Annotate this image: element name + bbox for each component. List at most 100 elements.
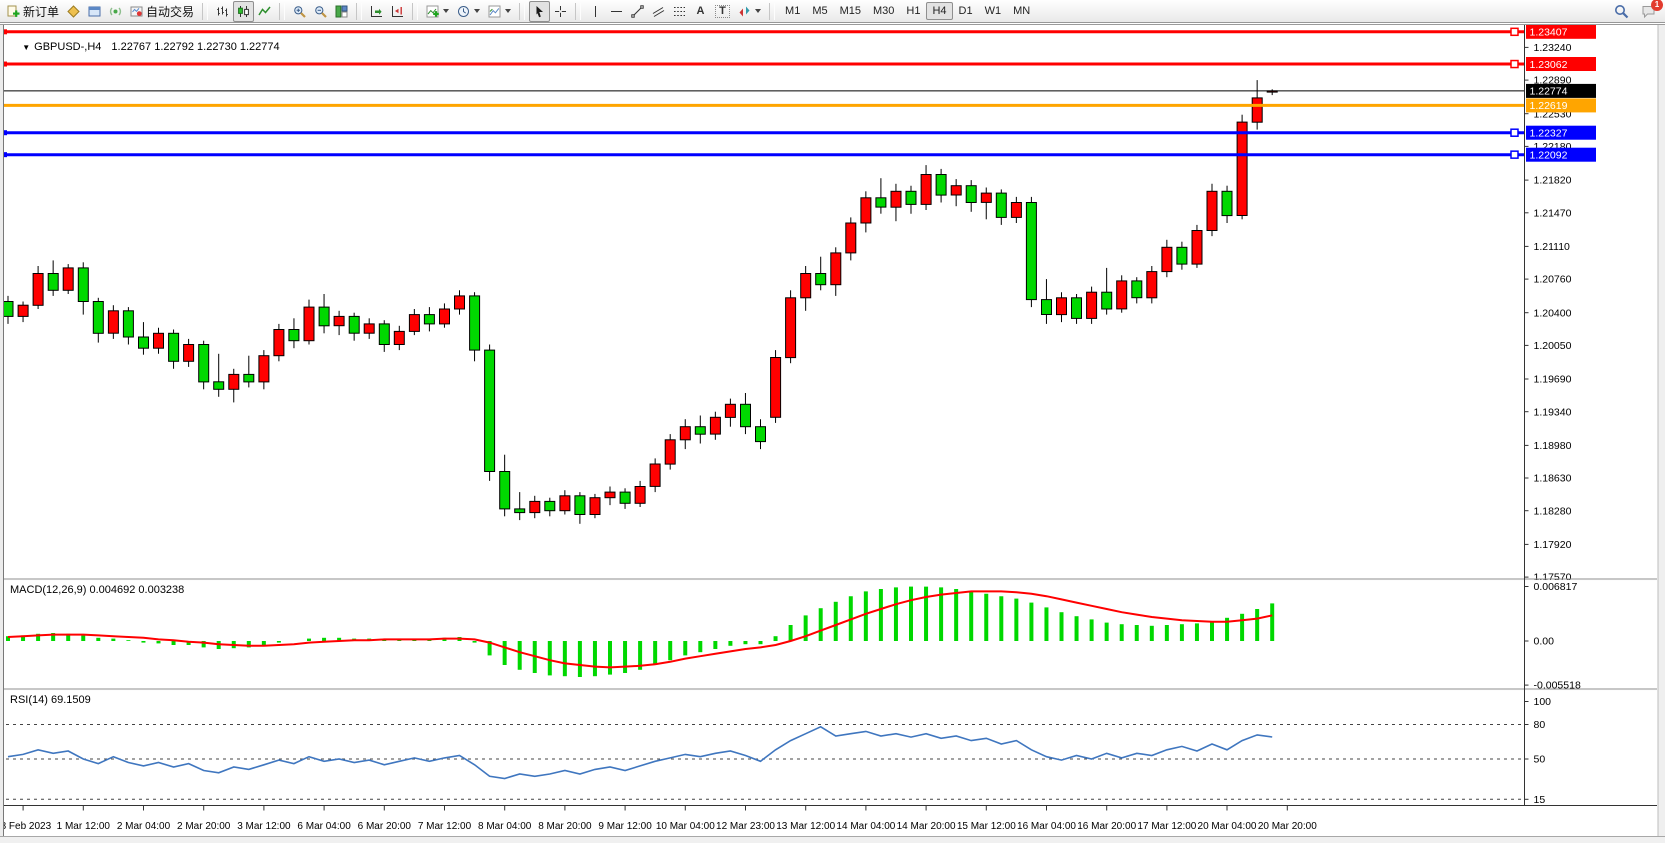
text-label-button[interactable]: T	[711, 1, 734, 22]
time-tick-label: 20 Mar 04:00	[1198, 821, 1257, 832]
candle-up	[980, 192, 992, 203]
candle-up	[800, 273, 812, 299]
candle-up	[107, 310, 119, 334]
zoom-out-button[interactable]	[310, 1, 331, 22]
templates-button[interactable]	[484, 1, 515, 22]
price-tick-label: 1.21820	[1534, 175, 1572, 187]
auto-trading-button[interactable]: 自动交易	[126, 1, 198, 22]
price-tick-label: 1.18280	[1534, 505, 1572, 517]
price-tick-label: 1.17920	[1534, 539, 1572, 551]
candle-up	[32, 273, 44, 306]
toolbar-separator	[519, 2, 526, 20]
chart-shift-button[interactable]	[387, 1, 408, 22]
text-button[interactable]: A	[690, 1, 711, 22]
zoom-in-button[interactable]	[289, 1, 310, 22]
search-button[interactable]	[1614, 4, 1629, 19]
price-tick-label: 1.18630	[1534, 473, 1572, 485]
chart-background[interactable]	[0, 24, 1665, 836]
candle-down	[965, 185, 977, 203]
crosshair-button[interactable]	[550, 1, 571, 22]
price-badge-label: 1.22327	[1530, 128, 1568, 140]
auto-scroll-icon	[370, 5, 383, 18]
candle-up	[845, 222, 857, 254]
line-chart-button[interactable]	[254, 1, 275, 22]
candle-down	[423, 314, 435, 325]
horizontal-levels	[0, 27, 1525, 159]
periods-button[interactable]	[453, 1, 484, 22]
trendline-button[interactable]	[627, 1, 648, 22]
timeframe-m15-button[interactable]: M15	[839, 5, 861, 17]
candle-down	[514, 508, 526, 514]
candle-down	[288, 329, 300, 342]
templates-icon	[488, 5, 501, 18]
symbol-dropdown-icon[interactable]: ▼	[22, 43, 31, 52]
candle-up	[920, 174, 932, 205]
candle-down	[469, 295, 481, 351]
time-tick-label: 2 Mar 04:00	[117, 821, 171, 832]
candle-down	[318, 306, 330, 327]
price-tick-label: 1.21470	[1534, 207, 1572, 219]
zoom-in-icon	[293, 5, 306, 18]
timeframe-w1-button[interactable]: W1	[984, 5, 1002, 17]
text-label-button-glyph: T	[715, 4, 731, 18]
arrows-button[interactable]	[734, 1, 765, 22]
price-badge-label: 1.22092	[1530, 150, 1568, 162]
candlestick-chart-button[interactable]	[233, 0, 255, 22]
toolbar-separator	[412, 2, 419, 20]
cursor-button[interactable]	[529, 0, 551, 22]
symbol-period-label: GBPUSD-,H4	[34, 41, 102, 53]
candle-up	[62, 267, 74, 291]
indicators-button[interactable]	[422, 1, 453, 22]
timeframe-h4-button[interactable]: H4	[926, 2, 953, 20]
timeframe-m1-button[interactable]: M1	[785, 5, 801, 17]
candle-down	[755, 426, 766, 443]
channel-button[interactable]	[648, 1, 669, 22]
signals-button[interactable]	[105, 1, 126, 22]
candle-down	[198, 344, 210, 383]
time-tick-label: 20 Mar 20:00	[1258, 821, 1317, 832]
candle-up	[664, 439, 676, 465]
level-right-anchor[interactable]	[1510, 27, 1519, 37]
tile-windows-button[interactable]	[331, 1, 352, 22]
price-axis[interactable]: 1.232401.228901.225301.221801.218201.214…	[1524, 24, 1597, 584]
level-right-anchor[interactable]	[1510, 59, 1519, 69]
chat-button[interactable]: 1	[1641, 0, 1663, 19]
fibonacci-button[interactable]	[669, 1, 690, 22]
market-watch-button[interactable]	[63, 1, 84, 22]
timeframe-m5-button[interactable]: M5	[812, 5, 828, 17]
level-right-anchor[interactable]	[1510, 150, 1519, 159]
candle-down	[122, 310, 134, 338]
level-right-anchor[interactable]	[1510, 128, 1519, 137]
rsi-line	[7, 725, 1273, 780]
candle-up	[785, 297, 797, 359]
new-order-button[interactable]: 新订单	[3, 1, 63, 22]
timeframe-h1-button[interactable]: H1	[906, 5, 921, 17]
vertical-line-button[interactable]	[585, 1, 606, 22]
timeframe-mn-button[interactable]: MN	[1013, 5, 1031, 17]
bar-chart-button[interactable]	[212, 1, 233, 22]
price-tick-label: 1.18980	[1534, 440, 1572, 452]
zoom-out-icon	[314, 5, 327, 18]
time-tick-label: 16 Mar 04:00	[1017, 821, 1076, 832]
periods-icon	[457, 5, 470, 18]
channel-icon	[652, 5, 665, 18]
timeframe-d1-button[interactable]: D1	[958, 5, 973, 17]
candle-up	[228, 373, 240, 390]
time-axis[interactable]: 28 Feb 2023 1 Mar 12:00 2 Mar 04:00 2 Mar 2…	[0, 805, 1657, 833]
timeframe-m30-button[interactable]: M30	[873, 5, 895, 17]
status-bar	[0, 837, 1665, 843]
candle-down	[1041, 299, 1052, 316]
rsi-axis-label: 15	[1534, 794, 1546, 806]
auto-scroll-button[interactable]	[366, 1, 387, 22]
candle-down	[213, 381, 225, 390]
candle-down	[740, 403, 751, 428]
horizontal-line-button[interactable]	[606, 1, 627, 22]
chevron-down-icon	[505, 9, 512, 13]
rsi-axis-label: 80	[1534, 719, 1546, 731]
data-window-button[interactable]	[84, 1, 105, 22]
candle-down	[619, 491, 631, 504]
time-tick-label: 14 Mar 20:00	[897, 821, 956, 832]
candle-up	[1161, 246, 1173, 273]
candle-down	[484, 349, 496, 473]
